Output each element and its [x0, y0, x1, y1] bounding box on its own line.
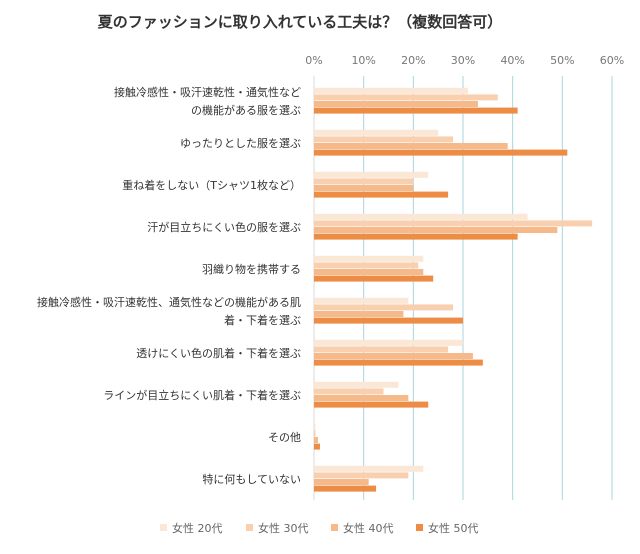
bar — [314, 465, 424, 472]
bar — [314, 479, 369, 485]
bar — [314, 388, 384, 395]
bar — [314, 317, 463, 324]
category-label: 接触冷感性・吸汗速乾性・通気性など — [114, 85, 301, 99]
bar — [314, 129, 439, 136]
bar — [314, 191, 449, 198]
x-tick-label: 0% — [305, 54, 322, 67]
bar — [314, 143, 508, 149]
bar — [314, 275, 434, 282]
bar — [314, 255, 424, 262]
bar — [314, 262, 419, 269]
category-label: 汗が目立ちにくい色の服を選ぶ — [147, 220, 301, 234]
bar — [314, 149, 568, 156]
bar — [314, 381, 399, 388]
bar — [314, 353, 473, 359]
x-tick-label: 50% — [550, 54, 574, 67]
category-label: 透けにくい色の肌着・下着を選ぶ — [136, 346, 301, 360]
bar — [314, 401, 429, 408]
x-tick-label: 60% — [600, 54, 624, 67]
category-label: その他 — [268, 431, 301, 444]
category-label: 羽織り物を携帯する — [202, 262, 301, 276]
bar — [314, 107, 518, 114]
legend-label: 女性 40代 — [343, 521, 394, 535]
legend-swatch — [246, 524, 253, 531]
bar — [314, 443, 320, 450]
bar — [314, 213, 528, 220]
bar — [314, 472, 409, 479]
bar — [314, 94, 498, 101]
bar — [314, 485, 377, 492]
x-tick-label: 40% — [500, 54, 524, 67]
bar — [314, 437, 318, 443]
legend-item: 女性 50代 — [416, 521, 479, 535]
legend-item: 女性 20代 — [160, 521, 223, 535]
legend-swatch — [416, 524, 423, 531]
category-label: ラインが目立ちにくい肌着・下着を選ぶ — [103, 388, 301, 402]
bar — [314, 423, 316, 430]
legend-label: 女性 50代 — [428, 521, 479, 535]
bar — [314, 101, 478, 107]
bar — [314, 87, 468, 94]
bar — [314, 220, 593, 227]
bar — [314, 359, 483, 366]
bar — [314, 178, 414, 185]
bar — [314, 171, 429, 178]
category-label: の機能がある服を選ぶ — [191, 103, 301, 117]
x-tick-label: 20% — [401, 54, 425, 67]
category-label: ゆったりとした服を選ぶ — [180, 137, 301, 150]
chart-title: 夏のファッションに取り入れている工夫は？（複数回答可） — [97, 13, 503, 31]
x-tick-label: 10% — [351, 54, 375, 67]
x-axis-ticks: 0% 10% 20% 30% 40% 50% 60% — [305, 54, 624, 67]
bar — [314, 297, 409, 304]
legend-item: 女性 40代 — [331, 521, 394, 535]
bar — [314, 395, 409, 401]
bar — [314, 346, 449, 353]
bar — [314, 311, 404, 317]
category-label: 着・下着を選ぶ — [224, 313, 301, 327]
bar — [314, 339, 463, 346]
category-label: 接触冷感性・吸汗速乾性、通気性などの機能がある肌 — [37, 295, 301, 309]
legend-swatch — [331, 524, 338, 531]
bar — [314, 269, 424, 275]
category-labels: 接触冷感性・吸汗速乾性・通気性などの機能がある服を選ぶゆったりとした服を選ぶ重ね… — [37, 85, 301, 486]
bar — [314, 430, 316, 437]
bar — [314, 136, 454, 143]
category-label: 特に何もしていない — [202, 472, 301, 486]
bar — [314, 227, 558, 233]
bar — [314, 185, 414, 191]
legend-swatch — [160, 524, 167, 531]
legend: 女性 20代 女性 30代 女性 40代 女性 50代 — [160, 521, 479, 535]
legend-label: 女性 30代 — [258, 521, 309, 535]
bar — [314, 304, 454, 311]
bars — [314, 87, 593, 492]
x-tick-label: 30% — [451, 54, 475, 67]
legend-item: 女性 30代 — [246, 521, 309, 535]
legend-label: 女性 20代 — [172, 521, 223, 535]
category-label: 重ね着をしない（Tシャツ1枚など） — [122, 178, 301, 192]
bar — [314, 233, 518, 240]
